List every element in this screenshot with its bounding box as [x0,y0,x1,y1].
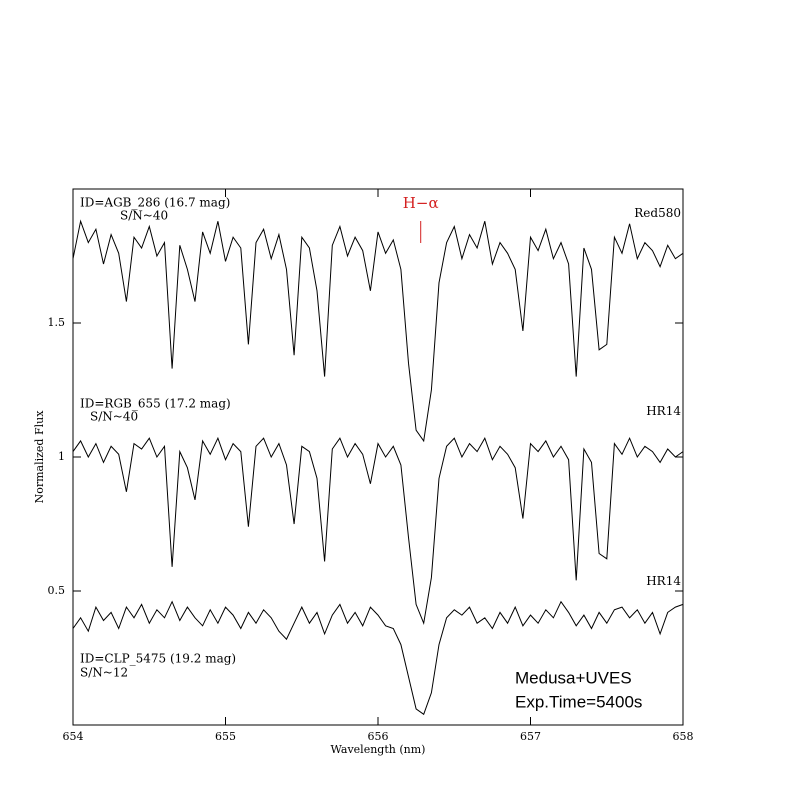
y-tick-label: 1 [58,450,65,463]
x-tick-label: 654 [63,730,84,743]
y-axis-label: Normalized Flux [33,410,46,504]
x-tick-label: 656 [368,730,389,743]
annotation: ID=CLP_5475 (19.2 mag) [80,652,236,666]
x-tick-label: 658 [673,730,694,743]
series-label: HR14 [646,574,681,588]
x-tick-label: 657 [520,730,541,743]
annotation: Medusa+UVES [515,668,632,687]
annotation: S/N~12 [80,666,128,680]
annotation: Exp.Time=5400s [515,692,642,711]
y-tick-label: 1.5 [48,316,66,329]
series-label: HR14 [646,404,681,418]
y-tick-label: 0.5 [48,584,66,597]
annotation: ID=AGB_286 (16.7 mag) [80,196,230,210]
spectrum-line [72,436,684,626]
spectrum-line [72,600,684,716]
series-label: Red580 [634,206,681,220]
x-tick-label: 655 [215,730,236,743]
spectrum-line [72,219,684,443]
annotation: S/N~40 [90,410,138,424]
annotation: ID=RGB_655 (17.2 mag) [80,397,231,411]
x-axis-label: Wavelength (nm) [331,743,426,756]
annotation: S/N~40 [120,209,168,223]
halpha-label: H−α [403,194,439,212]
